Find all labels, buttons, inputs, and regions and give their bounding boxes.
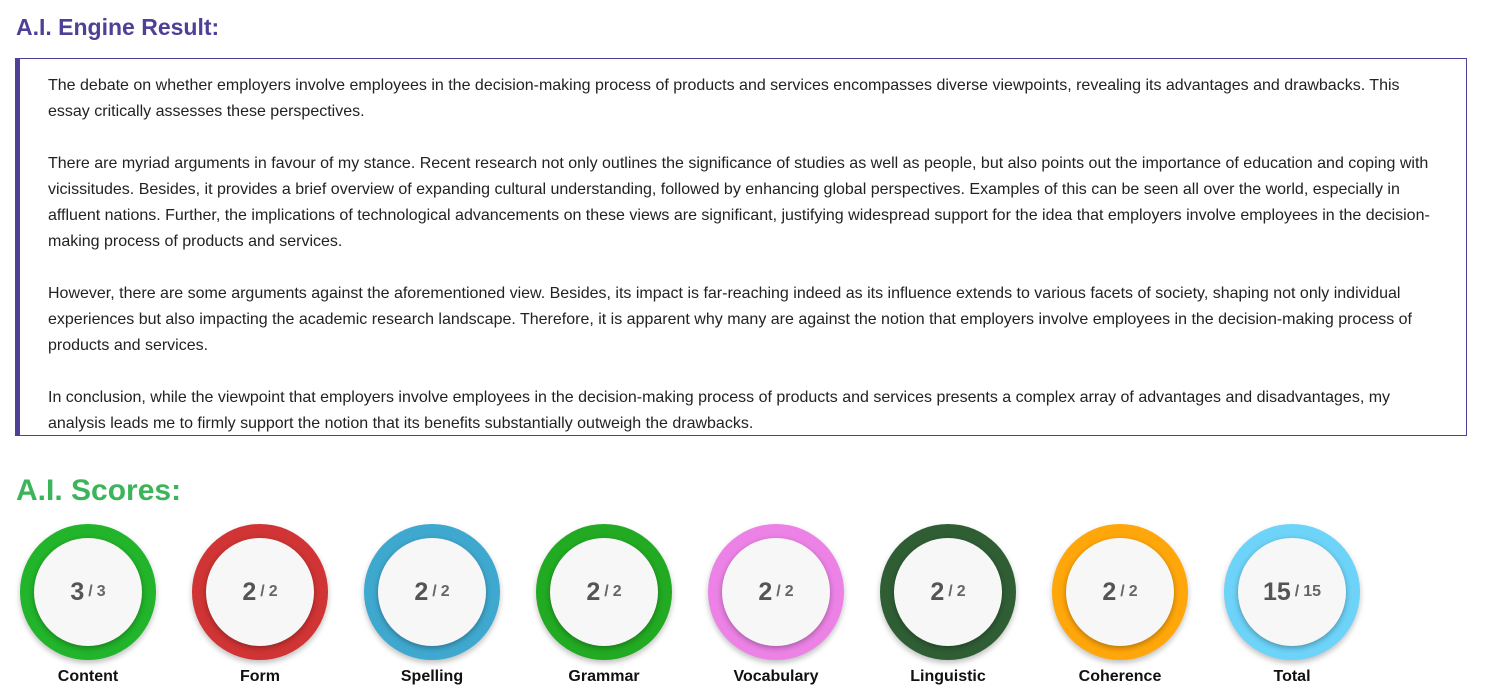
score-label: Coherence bbox=[1078, 668, 1162, 685]
score-max: 2 bbox=[1128, 583, 1138, 600]
score-item: 3/3 Content bbox=[13, 522, 163, 700]
essay-paragraph: However, there are some arguments agains… bbox=[48, 285, 1412, 354]
score-separator: / bbox=[604, 583, 609, 600]
score-value: 2 bbox=[930, 577, 945, 606]
score-item: 2/2 Linguistic bbox=[873, 522, 1023, 700]
score-ring: 2/2 bbox=[708, 524, 844, 660]
score-value: 2 bbox=[414, 577, 429, 606]
score-circle: 2/2 bbox=[894, 538, 1002, 646]
score-value: 3 bbox=[70, 577, 85, 606]
score-circle: 2/2 bbox=[378, 538, 486, 646]
essay-paragraph: In conclusion, while the viewpoint that … bbox=[48, 389, 1391, 432]
score-circle: 3/3 bbox=[34, 538, 142, 646]
score-ring: 2/2 bbox=[880, 524, 1016, 660]
score-circle: 2/2 bbox=[206, 538, 314, 646]
section-title: A.I. Engine Result: bbox=[16, 14, 220, 40]
score-item: 2/2 Coherence bbox=[1045, 522, 1195, 700]
score-separator: / bbox=[260, 583, 265, 600]
essay-paragraph: The debate on whether employers involve … bbox=[48, 77, 1400, 120]
score-circle: 2/2 bbox=[550, 538, 658, 646]
score-max: 2 bbox=[784, 583, 794, 600]
score-ring: 15/15 bbox=[1224, 524, 1360, 660]
score-max: 2 bbox=[268, 583, 278, 600]
score-max: 15 bbox=[1303, 583, 1322, 600]
score-item: 2/2 Form bbox=[185, 522, 335, 700]
score-ring: 2/2 bbox=[536, 524, 672, 660]
score-max: 2 bbox=[956, 583, 966, 600]
score-ring: 2/2 bbox=[1052, 524, 1188, 660]
score-max: 2 bbox=[440, 583, 450, 600]
scores-list: 3/3 Content 2/2 Form 2/2 Spelling 2/2 Grammar 2/… bbox=[0, 522, 1486, 700]
score-circle: 2/2 bbox=[722, 538, 830, 646]
score-label: Vocabulary bbox=[733, 668, 819, 685]
score-item: 15/15 Total bbox=[1217, 522, 1367, 700]
score-ring: 2/2 bbox=[364, 524, 500, 660]
score-value: 2 bbox=[1102, 577, 1117, 606]
score-separator: / bbox=[432, 583, 437, 600]
score-separator: / bbox=[88, 583, 93, 600]
score-label: Total bbox=[1273, 668, 1311, 685]
score-ring: 3/3 bbox=[20, 524, 156, 660]
score-item: 2/2 Spelling bbox=[357, 522, 507, 700]
score-value: 15 bbox=[1262, 577, 1291, 606]
score-max: 3 bbox=[96, 583, 106, 600]
score-value: 2 bbox=[586, 577, 601, 606]
score-label: Form bbox=[240, 668, 280, 685]
score-separator: / bbox=[948, 583, 953, 600]
score-separator: / bbox=[1294, 583, 1300, 600]
score-label: Linguistic bbox=[910, 668, 986, 685]
score-separator: / bbox=[1120, 583, 1125, 600]
score-circle: 2/2 bbox=[1066, 538, 1174, 646]
score-item: 2/2 Grammar bbox=[529, 522, 679, 700]
score-value: 2 bbox=[758, 577, 773, 606]
score-label: Spelling bbox=[400, 668, 464, 685]
essay-box: The debate on whether employers involve … bbox=[15, 58, 1467, 436]
essay-paragraph: There are myriad arguments in favour of … bbox=[48, 155, 1430, 250]
score-max: 2 bbox=[612, 583, 622, 600]
score-item: 2/2 Vocabulary bbox=[701, 522, 851, 700]
score-circle: 15/15 bbox=[1238, 538, 1346, 646]
score-label: Grammar bbox=[568, 668, 640, 685]
score-value: 2 bbox=[242, 577, 257, 606]
score-label: Content bbox=[57, 668, 119, 685]
score-ring: 2/2 bbox=[192, 524, 328, 660]
section-title: A.I. Scores: bbox=[16, 474, 182, 507]
score-separator: / bbox=[776, 583, 781, 600]
